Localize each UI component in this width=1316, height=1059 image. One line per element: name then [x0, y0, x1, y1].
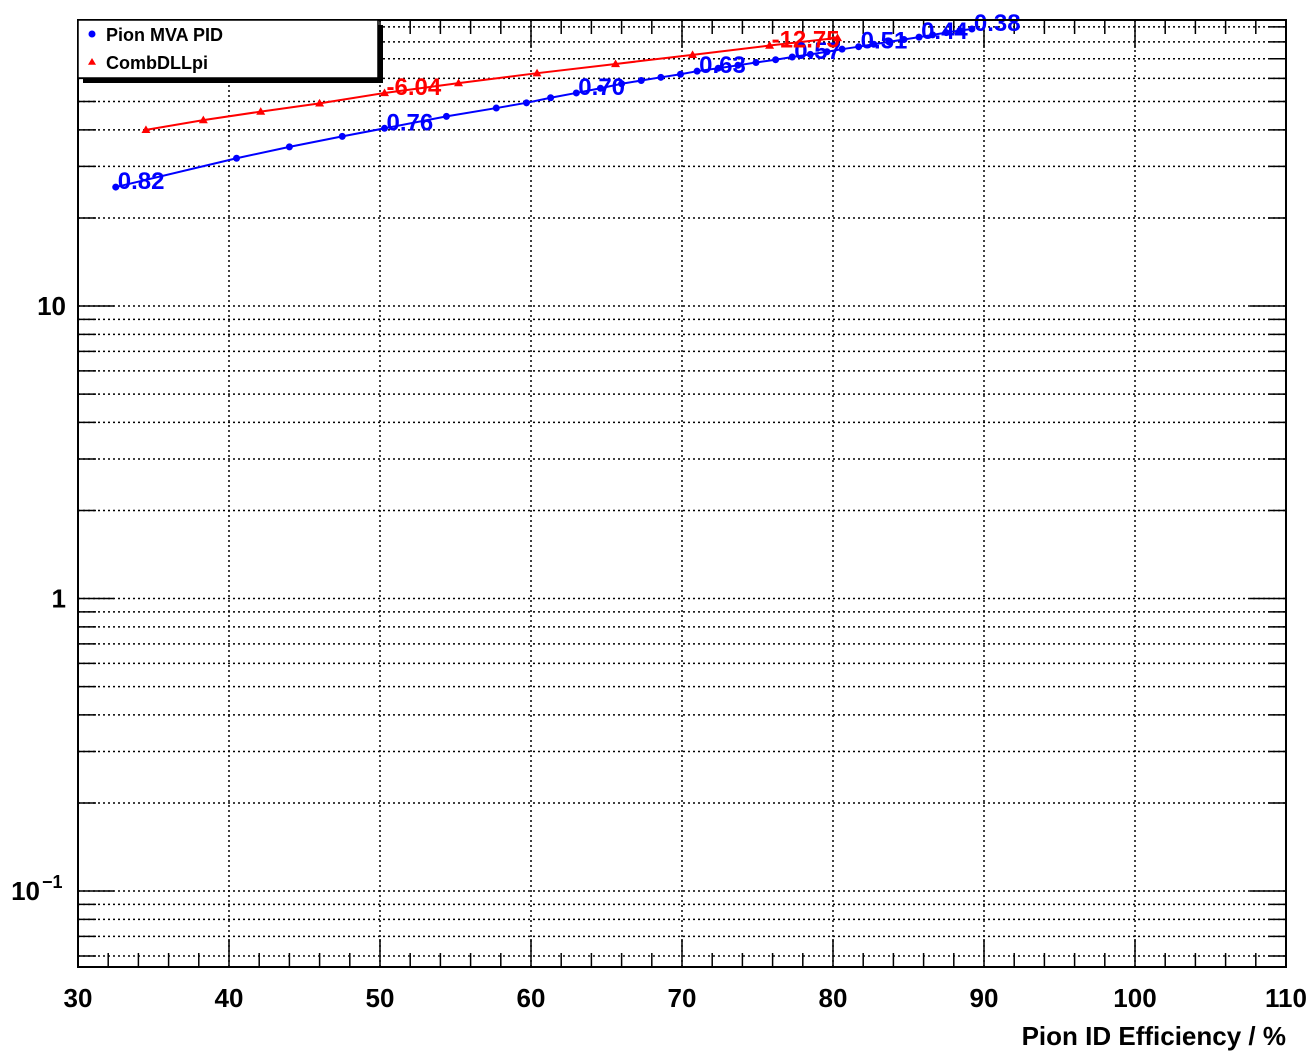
- data-point: [112, 183, 120, 191]
- data-point: [596, 84, 604, 92]
- data-point: [714, 64, 722, 72]
- x-tick-label: 80: [819, 983, 848, 1013]
- data-point: [734, 61, 742, 69]
- data-point: [492, 104, 500, 112]
- data-point: [900, 35, 908, 43]
- series-layer: [112, 25, 976, 191]
- data-point: [942, 29, 950, 37]
- data-point: [572, 89, 580, 97]
- data-label: -6.04: [387, 74, 442, 101]
- data-label: 0.57: [794, 38, 841, 65]
- data-point: [693, 67, 701, 75]
- legend-box: [77, 19, 379, 79]
- data-point: [838, 45, 846, 53]
- plot-area: [78, 20, 1286, 967]
- x-tick-label: 50: [366, 983, 395, 1013]
- data-point: [522, 99, 530, 107]
- y-tick-label: 10: [37, 291, 66, 321]
- data-label: 0.63: [699, 52, 746, 79]
- data-point: [442, 112, 450, 120]
- data-label: 0.70: [578, 74, 625, 101]
- x-tick-label: 40: [215, 983, 244, 1013]
- y-tick-label: 10: [11, 876, 40, 906]
- data-point: [547, 94, 555, 102]
- legend-marker: [88, 58, 96, 65]
- data-point: [823, 48, 831, 56]
- data-point: [806, 50, 814, 58]
- x-tick-label: 110: [1265, 983, 1307, 1013]
- data-point: [772, 56, 780, 64]
- data-point: [381, 124, 389, 132]
- data-label: 0.82: [118, 168, 165, 195]
- data-point: [765, 41, 775, 49]
- plot-frame: [77, 19, 1287, 968]
- legend-label: CombDLLpi: [106, 53, 208, 73]
- data-label: -12.75: [772, 27, 840, 54]
- data-point: [141, 125, 151, 134]
- y-tick-label: 1: [52, 584, 66, 614]
- data-label: 0.76: [387, 109, 434, 136]
- data-point: [338, 132, 346, 140]
- legend: Pion MVA PID CombDLLpi: [77, 19, 383, 83]
- data-point: [256, 107, 266, 115]
- legend-marker: [88, 30, 96, 38]
- data-point: [198, 115, 208, 124]
- data-point: [315, 98, 325, 107]
- data-point: [833, 33, 843, 42]
- data-point: [855, 43, 863, 51]
- data-point: [618, 80, 626, 88]
- data-point: [380, 88, 390, 97]
- data-point: [532, 68, 542, 77]
- x-tick-label: 90: [970, 983, 999, 1013]
- x-tick-label: 100: [1113, 983, 1156, 1013]
- data-label: 0.51: [861, 28, 908, 55]
- data-point: [233, 154, 241, 162]
- x-axis-title: Pion ID Efficiency / %: [1022, 1021, 1286, 1051]
- x-tick-label: 30: [64, 983, 93, 1013]
- data-point: [870, 40, 878, 48]
- legend-label: Pion MVA PID: [106, 25, 223, 45]
- data-point: [956, 26, 964, 34]
- data-point: [454, 78, 464, 87]
- grid: [78, 20, 1286, 967]
- data-point: [968, 25, 976, 33]
- x-tick-labels: 30 40 50 60 70 80 90 100 110: [64, 983, 1307, 1013]
- data-point: [657, 73, 665, 81]
- x-tick-label: 70: [668, 983, 697, 1013]
- data-point: [929, 31, 937, 39]
- data-point: [915, 33, 923, 41]
- x-tick-label: 60: [517, 983, 546, 1013]
- data-point: [611, 59, 621, 68]
- data-point: [688, 50, 698, 59]
- data-point: [676, 70, 684, 78]
- point-labels: 0.82 0.76 0.70 0.63 0.57 0.51 0.44 0.38 -6.04 -12…: [118, 10, 1021, 195]
- y-tick-exponent: −1: [42, 872, 63, 892]
- data-point: [637, 77, 645, 85]
- data-point: [788, 53, 796, 61]
- data-label: 0.38: [974, 10, 1021, 37]
- data-point: [885, 38, 893, 46]
- data-point: [285, 143, 293, 151]
- data-point: [752, 58, 760, 66]
- data-label: 0.44: [921, 18, 968, 45]
